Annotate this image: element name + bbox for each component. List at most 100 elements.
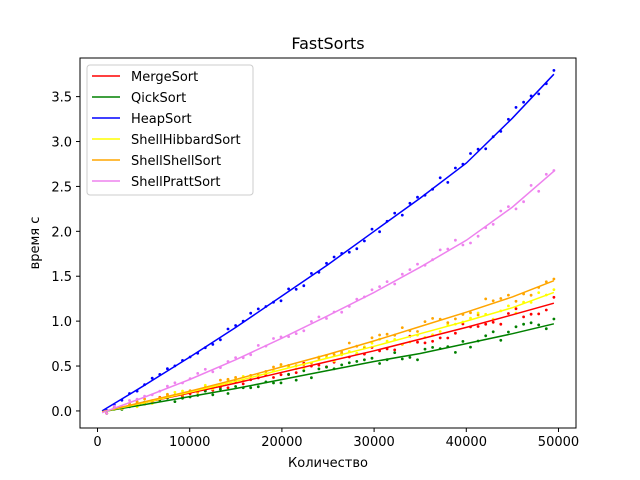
shellshellsort-scatter-point (219, 378, 222, 382)
y-axis-ticks: 0.0 0.5 1.0 1.5 2.0 2.5 3.0 3.5 (51, 91, 80, 420)
shellprattsort-scatter-point (469, 241, 472, 245)
shellprattsort-scatter-point (272, 337, 275, 340)
heapsort-scatter-point (256, 307, 260, 311)
shellprattsort-scatter-point (522, 200, 525, 204)
mergesort-scatter-point (529, 312, 533, 316)
shellhibbardsort-line (101, 291, 555, 413)
mergesort-scatter-point (491, 320, 495, 324)
heapsort-scatter-point (294, 287, 298, 291)
qicksort-scatter-point (310, 376, 313, 380)
legend-box (86, 64, 254, 196)
qicksort-scatter-point (529, 321, 533, 325)
shellprattsort-scatter-point (310, 320, 313, 323)
mergesort-scatter-point (552, 295, 556, 299)
shellshellsort-scatter-point (507, 293, 510, 297)
qicksort-scatter-point (461, 340, 465, 343)
shellprattsort-scatter-point (112, 404, 116, 408)
shellprattsort-scatter-point (234, 356, 238, 359)
heapsort-scatter-point (454, 166, 457, 170)
shellprattsort-scatter-point (370, 288, 374, 292)
shellshellsort-scatter-point (491, 299, 495, 303)
shellprattsort-scatter-point (196, 372, 200, 375)
qicksort-scatter-point (507, 330, 510, 334)
y-tick-label: 0.0 (51, 405, 72, 420)
heapsort-scatter-point (302, 284, 306, 288)
qicksort-scatter-point (173, 400, 177, 403)
qicksort-scatter-point (431, 346, 434, 349)
shellshellsort-scatter-point (423, 320, 427, 323)
heapsort-scatter-point (279, 299, 283, 303)
shellprattsort-scatter-point (416, 262, 419, 266)
mergesort-scatter-point (241, 382, 245, 386)
shellhibbardsort-scatter-point (203, 383, 207, 387)
shellprattsort-scatter-point (203, 367, 207, 371)
legend-label-heapsort: HeapSort (131, 112, 192, 127)
shellprattsort-scatter-point (476, 234, 480, 238)
mergesort-scatter-point (279, 373, 283, 377)
shellprattsort-scatter-point (454, 238, 457, 242)
shellprattsort-scatter-point (544, 172, 548, 176)
qicksort-scatter-point (249, 386, 253, 390)
shellhibbardsort-scatter-point (181, 389, 184, 393)
shellshellsort-scatter-point (234, 376, 238, 379)
shellprattsort-scatter-point (211, 370, 215, 374)
heapsort-scatter-point (408, 201, 412, 205)
qicksort-scatter-point (317, 367, 321, 371)
shellprattsort-scatter-point (408, 268, 412, 271)
heapsort-scatter-point (310, 272, 313, 275)
qicksort-scatter-point (491, 330, 495, 334)
qicksort-scatter-point (279, 381, 283, 385)
mergesort-scatter-point (454, 331, 457, 335)
shellshellsort-scatter-point (544, 280, 548, 284)
shellshellsort-scatter-point (469, 311, 472, 315)
mergesort-scatter-point (544, 308, 548, 312)
shellshellsort-scatter-point (226, 377, 230, 381)
qicksort-scatter-point (370, 356, 374, 360)
qicksort-scatter-point (423, 347, 427, 351)
qicksort-scatter-point (294, 378, 298, 382)
qicksort-scatter-point (340, 363, 344, 367)
qicksort-scatter-point (272, 381, 275, 385)
y-tick-label: 0.5 (51, 360, 72, 375)
qicksort-scatter-point (514, 325, 518, 329)
shellhibbardsort-scatter-point (552, 288, 556, 291)
x-tick-label: 30000 (353, 435, 394, 450)
heapsort-scatter-point (150, 376, 154, 380)
shellshellsort-scatter-point (476, 313, 480, 317)
x-tick-label: 10000 (169, 435, 210, 450)
heapsort-scatter-point (416, 195, 419, 199)
y-tick-label: 3.5 (51, 91, 72, 106)
shellprattsort-scatter-point (378, 285, 381, 288)
shellshellsort-scatter-point (552, 277, 556, 281)
qicksort-scatter-point (325, 365, 328, 369)
qicksort-scatter-point (544, 327, 548, 331)
shellprattsort-scatter-point (400, 272, 404, 276)
heapsort-scatter-point (514, 106, 518, 109)
shellprattsort-line (101, 170, 555, 414)
qicksort-scatter-point (287, 372, 290, 376)
qicksort-scatter-point (256, 385, 260, 389)
shellprattsort-scatter-point (325, 317, 328, 320)
shellprattsort-scatter-point (499, 209, 503, 213)
shellprattsort-scatter-point (461, 243, 465, 247)
shellhibbardsort-scatter-point (173, 390, 177, 394)
shellshellsort-scatter-point (484, 297, 488, 301)
heapsort-scatter-point (249, 311, 253, 315)
shellprattsort-scatter-point (256, 344, 260, 347)
heapsort-scatter-point (522, 100, 525, 104)
heapsort-line (101, 73, 555, 412)
mergesort-scatter-point (294, 371, 298, 374)
shellprattsort-scatter-point (294, 332, 298, 335)
mergesort-scatter-point (272, 376, 275, 379)
mergesort-scatter-point (514, 307, 518, 311)
heapsort-scatter-point (469, 152, 472, 155)
qicksort-scatter-point (454, 351, 457, 354)
heapsort-scatter-point (166, 367, 169, 371)
shellprattsort-scatter-point (393, 282, 397, 286)
mergesort-scatter-point (393, 348, 397, 352)
shellshellsort-scatter-point (454, 317, 457, 321)
heapsort-scatter-point (325, 261, 328, 265)
shellprattsort-scatter-point (438, 248, 442, 252)
mergesort-scatter-point (537, 312, 541, 316)
